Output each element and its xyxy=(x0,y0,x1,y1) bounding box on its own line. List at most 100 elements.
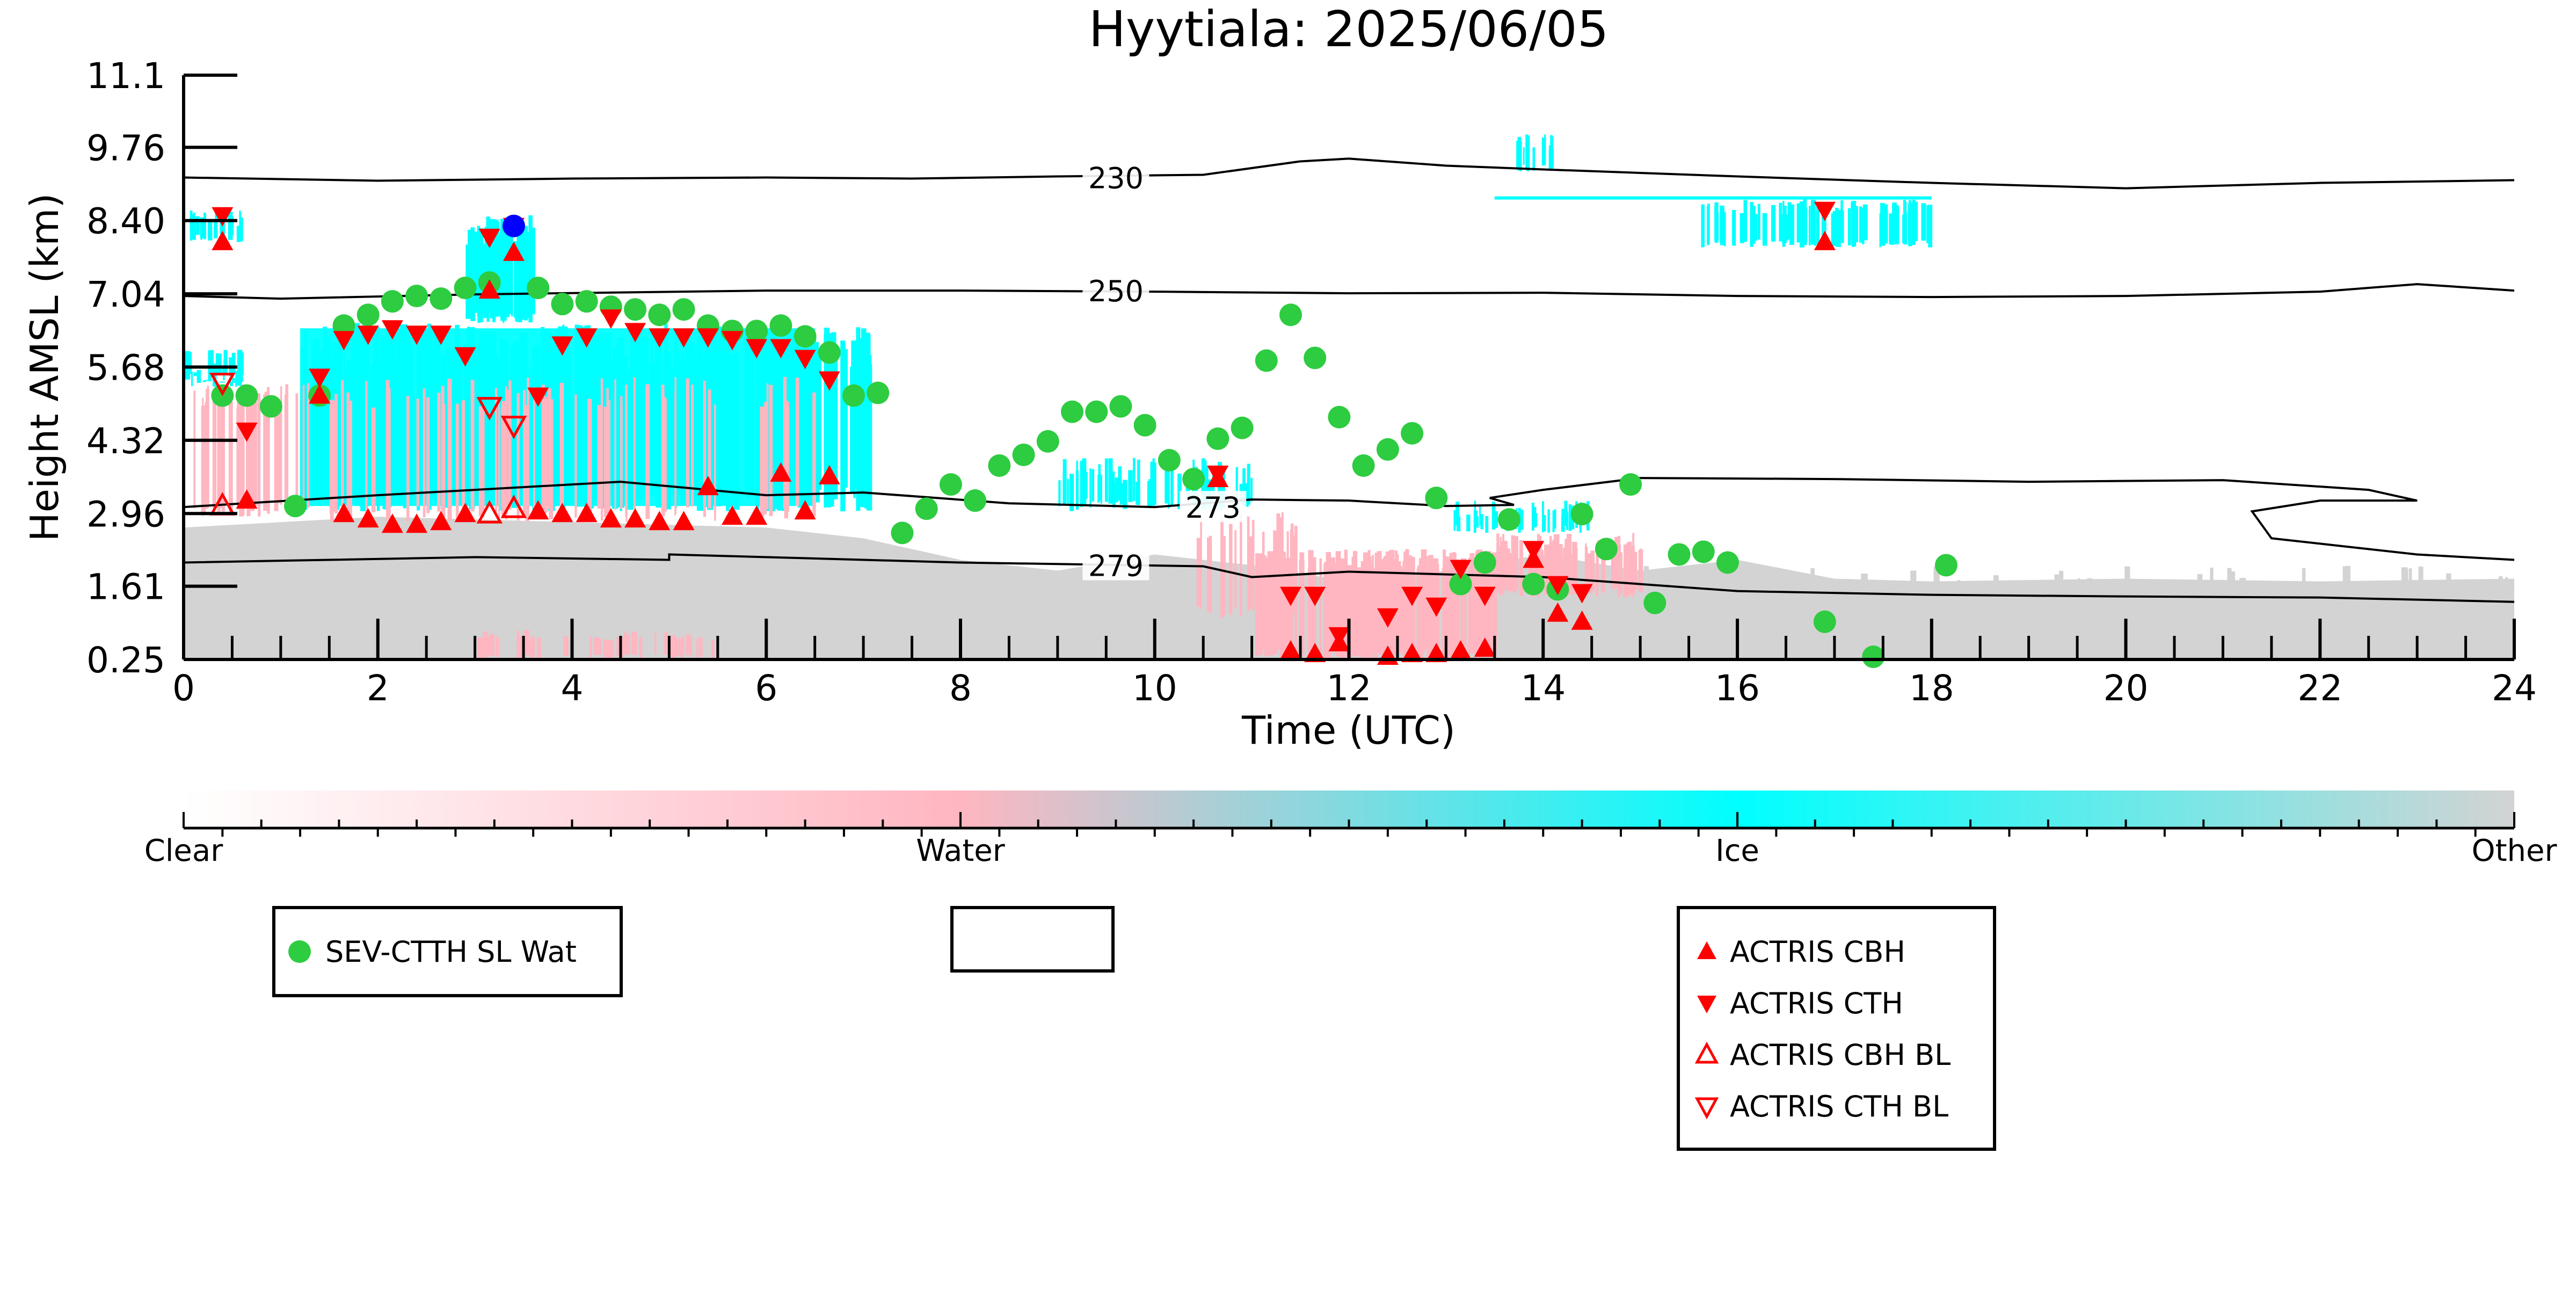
field-streak xyxy=(620,396,623,509)
field-streak xyxy=(1869,594,1874,654)
field-streak xyxy=(1727,609,1734,635)
field-streak xyxy=(525,232,529,318)
field-streak xyxy=(477,637,484,659)
field-streak xyxy=(462,577,468,650)
field-streak xyxy=(361,340,367,505)
field-streak xyxy=(1235,467,1238,510)
field-streak xyxy=(1732,209,1736,246)
field-streak xyxy=(1548,149,1552,170)
field-streak xyxy=(205,577,209,659)
field-streak xyxy=(1723,570,1727,655)
field-streak xyxy=(491,636,494,656)
field-streak xyxy=(202,380,206,382)
temperature-contours: 230 250 273 279 xyxy=(184,157,2514,603)
field-streak xyxy=(204,380,209,381)
field-streak xyxy=(1753,598,1760,649)
field-streak xyxy=(1532,147,1536,171)
field-streak xyxy=(455,403,459,519)
field-streak xyxy=(631,632,637,655)
field-streak xyxy=(344,598,347,636)
field-streak xyxy=(1150,461,1153,506)
field-streak xyxy=(515,244,519,322)
field-streak xyxy=(2258,601,2264,641)
field-streak xyxy=(228,212,233,240)
field-streak xyxy=(2373,586,2377,641)
field-streak xyxy=(1921,203,1926,241)
field-streak xyxy=(1045,582,1047,649)
field-streak xyxy=(1587,567,1592,636)
field-streak xyxy=(711,640,715,658)
actris-cbh-marker xyxy=(1547,602,1569,622)
field-streak xyxy=(231,577,238,647)
field-streak xyxy=(1558,544,1563,588)
field-streak xyxy=(760,407,765,517)
field-streak xyxy=(1490,592,1493,648)
field-streak xyxy=(703,381,706,517)
actris-cth-marker xyxy=(212,207,234,227)
legend-label-actris: ACTRIS CTH xyxy=(1730,987,1903,1020)
sev-ctth-sl-wat-marker xyxy=(1328,405,1351,429)
y-tick-label: 0.25 xyxy=(86,640,165,681)
field-streak xyxy=(664,632,668,655)
field-streak xyxy=(261,574,267,640)
field-streak xyxy=(1523,147,1525,165)
field-streak xyxy=(1561,516,1565,532)
field-streak xyxy=(267,387,270,513)
field-streak xyxy=(302,385,305,513)
field-streak xyxy=(258,395,261,517)
sev-ctth-sl-wat-marker xyxy=(1668,543,1691,566)
sev-ctth-sl-wat-marker xyxy=(672,298,695,321)
actris-cbh-marker xyxy=(212,230,234,250)
field-streak xyxy=(1182,581,1187,635)
field-streak xyxy=(1329,557,1335,649)
field-streak xyxy=(1229,524,1232,615)
contour-label-bg xyxy=(1082,274,1149,306)
actris-cbh-marker xyxy=(1814,230,1836,250)
field-streak xyxy=(2401,567,2408,656)
field-streak xyxy=(399,324,407,503)
field-streak xyxy=(1108,458,1113,504)
actris-cbh-marker xyxy=(430,511,452,531)
actris-cth-marker xyxy=(649,328,671,348)
colorbar: Clear Water Ice Other xyxy=(144,790,2557,868)
sev-ctth-sl-wat-marker xyxy=(1376,438,1399,461)
field-streak xyxy=(1770,612,1774,655)
field-streak xyxy=(1307,568,1314,654)
sev-ctth-sl-wat-marker xyxy=(624,298,647,321)
actris-cth-marker xyxy=(357,325,379,345)
field-streak xyxy=(200,219,203,237)
field-streak xyxy=(207,388,209,505)
field-streak xyxy=(508,380,512,510)
field-streak xyxy=(1762,213,1767,246)
field-streak xyxy=(231,378,236,383)
legend-label-sev: SEV-CTTH SL Wat xyxy=(325,935,577,969)
field-streak xyxy=(1966,588,1972,653)
field-streak xyxy=(207,222,213,241)
field-streak xyxy=(219,353,222,373)
field-streak xyxy=(2500,588,2506,642)
field-streak xyxy=(1225,605,1228,642)
field-streak xyxy=(2505,577,2508,643)
actris-cbh-marker xyxy=(794,500,816,520)
field-streak xyxy=(361,565,364,643)
field-streak xyxy=(1723,212,1726,246)
field-streak xyxy=(1417,565,1424,659)
sev-ctth-sl-wat-marker xyxy=(939,473,962,496)
field-streak xyxy=(480,614,486,642)
field-streak xyxy=(236,226,241,242)
legend-label-actris: ACTRIS CBH BL xyxy=(1730,1038,1951,1072)
field-streak xyxy=(371,407,376,513)
y-tick-label: 1.61 xyxy=(86,567,165,608)
field-streak xyxy=(651,350,654,496)
field-streak xyxy=(432,353,437,498)
x-tick-label: 16 xyxy=(1715,668,1760,709)
sev-ctth-sl-wat-marker xyxy=(1158,448,1181,472)
field-streak xyxy=(488,602,491,636)
field-streak xyxy=(1091,469,1095,502)
contour-label-279: 279 xyxy=(1088,549,1144,583)
field-streak xyxy=(708,389,711,509)
field-streak xyxy=(416,398,419,506)
field-streak xyxy=(1119,606,1124,650)
field-streak xyxy=(1273,530,1276,618)
